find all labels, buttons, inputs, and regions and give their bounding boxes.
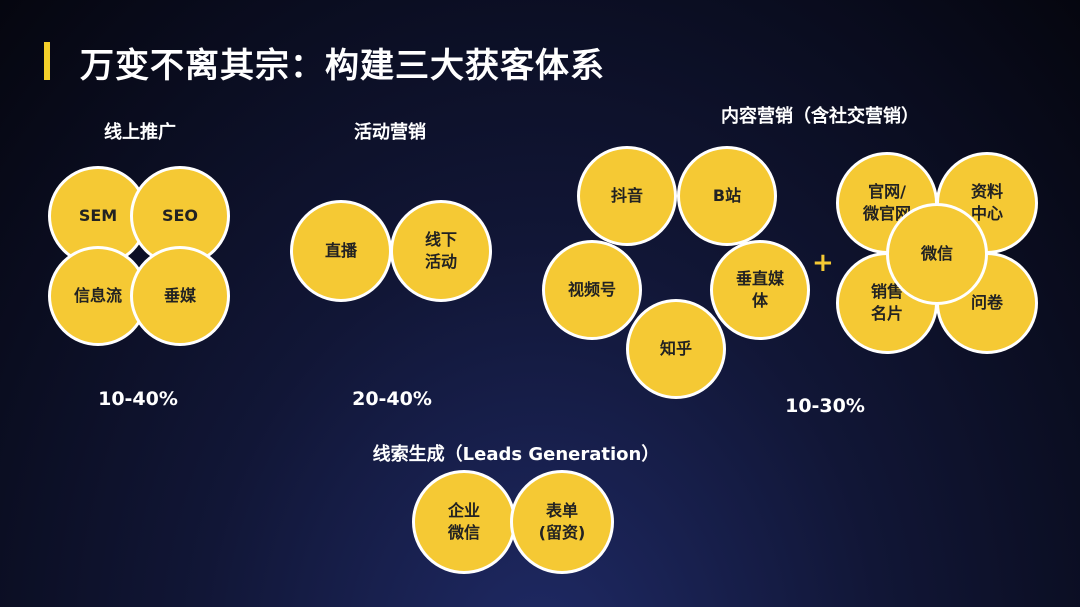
events-item-live: 直播	[290, 200, 392, 302]
events-item-offline: 线下 活动	[390, 200, 492, 302]
content-item-vertical-media: 垂直媒 体	[710, 240, 810, 340]
content-item-douyin: 抖音	[577, 146, 677, 246]
plus-sign: +	[812, 248, 834, 278]
leads-item-wecom: 企业 微信	[412, 470, 516, 574]
leads-label: 线索生成（Leads Generation）	[372, 444, 660, 465]
online-item-feed: 信息流	[48, 246, 148, 346]
page-title: 万变不离其宗：构建三大获客体系	[80, 46, 605, 86]
online-label: 线上推广	[104, 122, 176, 143]
content-item-channels: 视频号	[542, 240, 642, 340]
online-item-vertical-media: 垂媒	[130, 246, 230, 346]
events-label: 活动营销	[354, 122, 426, 143]
content-percent: 10-30%	[785, 395, 865, 417]
content-item-zhihu: 知乎	[626, 299, 726, 399]
social-item-wechat: 微信	[886, 203, 988, 305]
online-percent: 10-40%	[98, 388, 178, 410]
events-percent: 20-40%	[352, 388, 432, 410]
leads-item-form: 表单 (留资)	[510, 470, 614, 574]
title-accent-bar	[44, 42, 50, 80]
content-label: 内容营销（含社交营销）	[721, 106, 919, 127]
content-item-bilibili: B站	[677, 146, 777, 246]
